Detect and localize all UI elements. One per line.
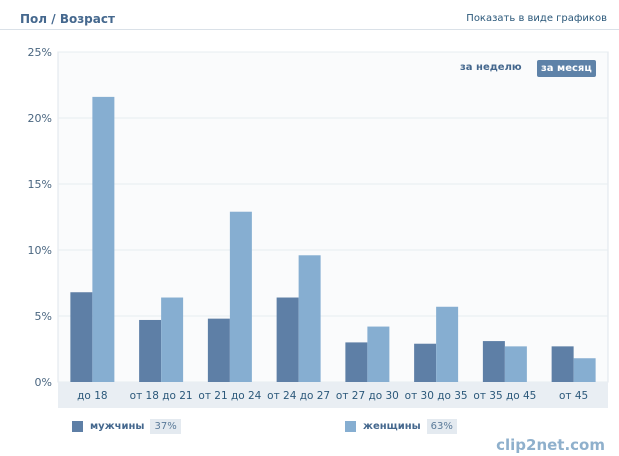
x-tick-label: от 45 — [559, 390, 588, 402]
chart-area: 0% 5% 10% 15% 20% 25% до 18 от 18 до 21 от 21 до… — [0, 38, 619, 410]
bar-women — [367, 326, 390, 382]
bar-women — [573, 358, 596, 382]
legend-women-label: женщины — [363, 420, 421, 432]
bar-men — [70, 292, 93, 382]
watermark-logo: clip2net.com — [496, 436, 605, 454]
bar-women — [298, 255, 321, 382]
legend-men-swatch — [72, 420, 83, 432]
y-tick-label: 20% — [28, 112, 52, 125]
y-tick-label: 25% — [28, 46, 52, 59]
bar-women — [161, 297, 184, 382]
bar-men — [551, 346, 574, 382]
period-month-button[interactable]: за месяц — [537, 60, 596, 77]
y-tick-label: 10% — [28, 244, 52, 257]
legend-women-swatch — [345, 420, 356, 432]
period-week-button[interactable]: за неделю — [460, 62, 522, 73]
bar-men — [276, 297, 299, 382]
bar-men — [414, 343, 437, 382]
bar-women — [92, 96, 115, 382]
bar-men — [207, 318, 230, 382]
x-tick-label: от 30 до 35 — [405, 390, 468, 402]
x-tick-label: от 21 до 24 — [198, 390, 261, 402]
bar-women — [504, 346, 527, 382]
page-title: Пол / Возраст — [20, 12, 115, 26]
bar-chart: 0% 5% 10% 15% 20% 25% до 18 от 18 до 21 от 21 до… — [28, 46, 609, 408]
show-as-graphs-link[interactable]: Показать в виде графиков — [466, 13, 607, 24]
x-tick-label: от 18 до 21 — [130, 390, 193, 402]
x-tick-label: от 27 до 30 — [336, 390, 399, 402]
bar-women — [436, 306, 459, 382]
legend-women[interactable]: женщины 63% — [345, 416, 457, 436]
legend-men-percent: 37% — [150, 418, 181, 434]
y-tick-label: 0% — [35, 376, 52, 389]
bar-men — [482, 341, 505, 382]
legend-men[interactable]: мужчины 37% — [72, 416, 181, 436]
legend-women-percent: 63% — [426, 418, 457, 434]
bar-men — [139, 319, 162, 382]
bar-women — [229, 211, 252, 382]
y-tick-label: 15% — [28, 178, 52, 191]
x-axis-band — [58, 382, 608, 408]
x-tick-label: от 24 до 27 — [267, 390, 330, 402]
y-tick-label: 5% — [35, 310, 52, 323]
x-tick-label: до 18 — [77, 390, 107, 402]
x-tick-label: от 35 до 45 — [473, 390, 536, 402]
legend-men-label: мужчины — [90, 420, 145, 432]
header: Пол / Возраст Показать в виде графиков — [0, 0, 619, 30]
bar-men — [345, 342, 368, 382]
